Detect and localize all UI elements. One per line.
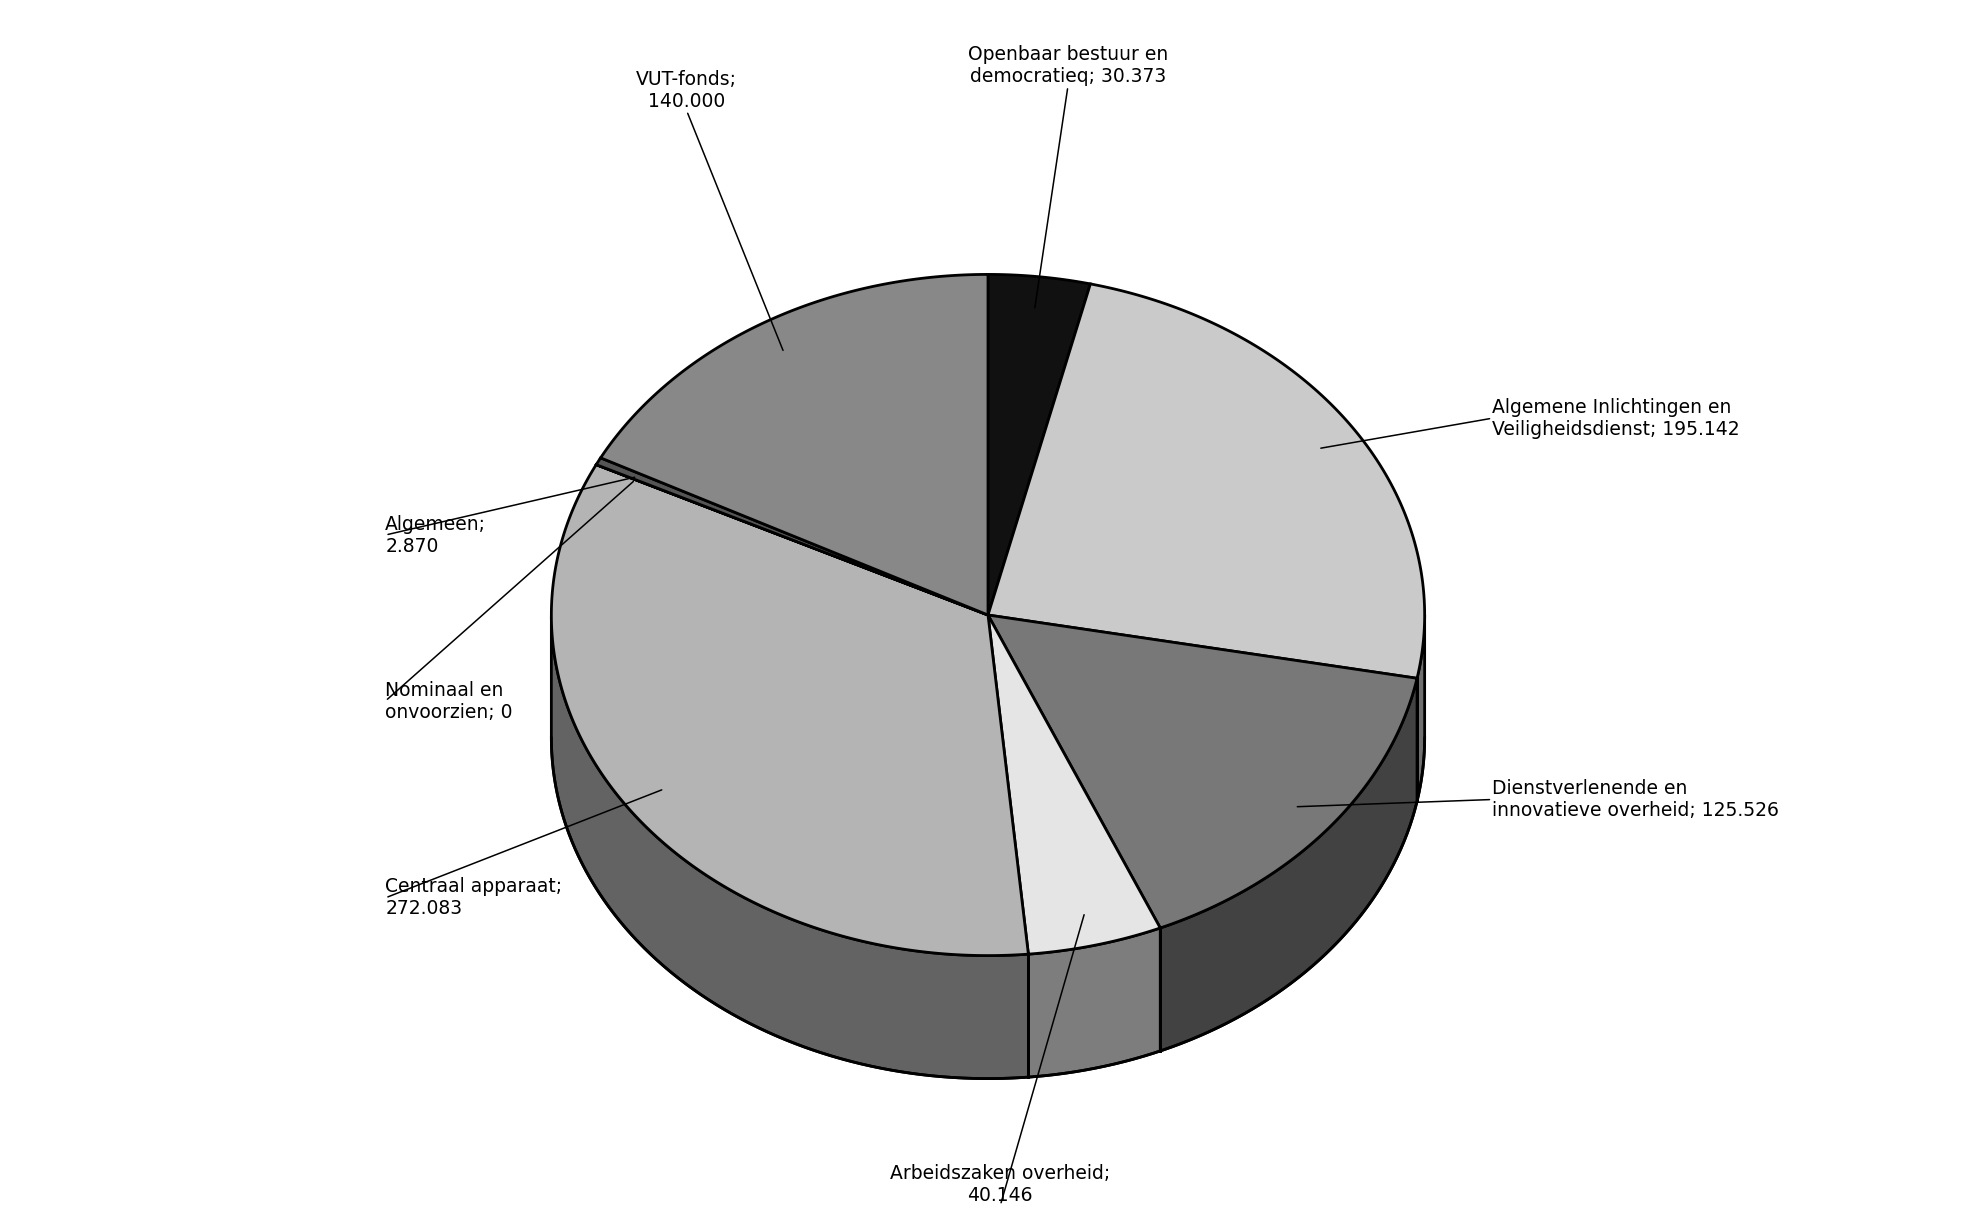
- Text: Nominaal en
onvoorzien; 0: Nominaal en onvoorzien; 0: [385, 680, 514, 722]
- Polygon shape: [988, 284, 1425, 678]
- Text: Openbaar bestuur en
democratieq; 30.373: Openbaar bestuur en democratieq; 30.373: [968, 46, 1168, 86]
- Polygon shape: [1160, 678, 1417, 1050]
- Polygon shape: [551, 616, 1028, 1079]
- Polygon shape: [597, 458, 988, 615]
- Polygon shape: [597, 465, 988, 615]
- Polygon shape: [988, 615, 1417, 927]
- Polygon shape: [1417, 615, 1425, 801]
- Text: VUT-fonds;
140.000: VUT-fonds; 140.000: [636, 70, 737, 111]
- Text: Centraal apparaat;
272.083: Centraal apparaat; 272.083: [385, 877, 563, 919]
- Polygon shape: [988, 615, 1160, 954]
- Polygon shape: [551, 465, 1028, 956]
- Text: Algemeen;
2.870: Algemeen; 2.870: [385, 514, 486, 556]
- Polygon shape: [1028, 927, 1160, 1077]
- Text: Dienstverlenende en
innovatieve overheid; 125.526: Dienstverlenende en innovatieve overheid…: [1492, 779, 1778, 820]
- Polygon shape: [601, 274, 988, 615]
- Text: Algemene Inlichtingen en
Veiligheidsdienst; 195.142: Algemene Inlichtingen en Veiligheidsdien…: [1492, 397, 1741, 439]
- Text: Arbeidszaken overheid;
40.146: Arbeidszaken overheid; 40.146: [889, 1165, 1111, 1205]
- Polygon shape: [988, 274, 1091, 615]
